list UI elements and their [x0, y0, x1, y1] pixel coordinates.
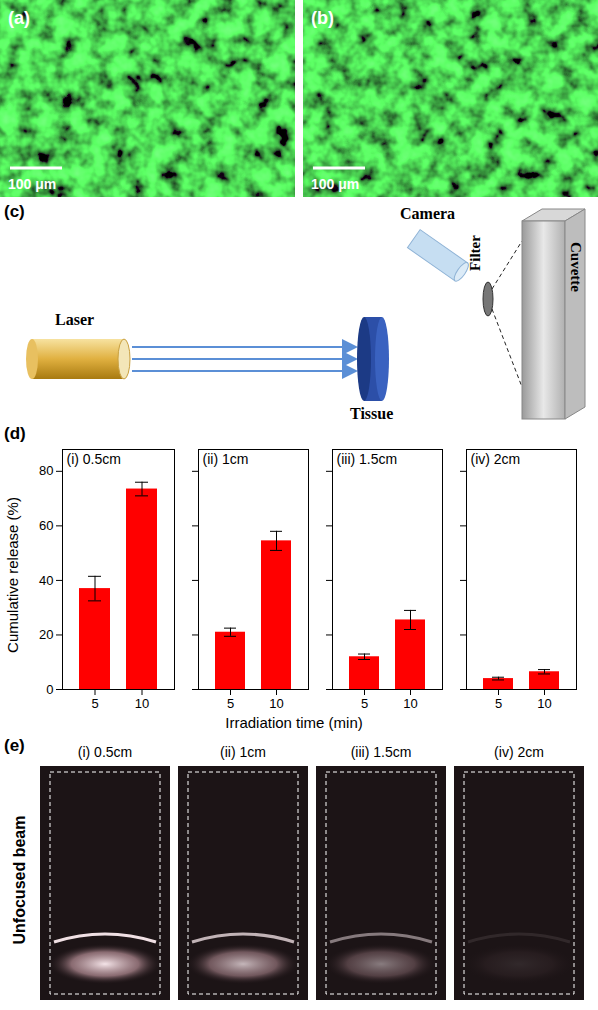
svg-text:40: 40 [39, 573, 53, 588]
svg-text:(iii) 1.5cm: (iii) 1.5cm [337, 451, 398, 467]
svg-text:(i) 0.5cm: (i) 0.5cm [67, 451, 121, 467]
svg-text:Camera: Camera [400, 205, 455, 222]
svg-text:100 μm: 100 μm [8, 176, 56, 192]
svg-text:10: 10 [537, 696, 551, 711]
svg-text:80: 80 [39, 463, 53, 478]
svg-text:5: 5 [227, 696, 234, 711]
svg-text:60: 60 [39, 518, 53, 533]
html-text:(i) 0.5cm: (i) 0.5cm [77, 744, 133, 760]
svg-text:10: 10 [403, 696, 417, 711]
svg-text:0: 0 [46, 682, 53, 697]
html-text:Irradiation time (min): Irradiation time (min) [225, 714, 363, 731]
html-text:Cumulative release (%): Cumulative release (%) [3, 497, 21, 653]
html-text:(d): (d) [4, 424, 26, 443]
html-text:(iv) 2cm: (iv) 2cm [494, 744, 544, 760]
html-text:(ii) 1cm: (ii) 1cm [220, 744, 266, 760]
svg-text:100 μm: 100 μm [311, 176, 359, 192]
html-text:Unfocused beam: Unfocused beam [11, 815, 28, 945]
svg-text:Tissue: Tissue [350, 405, 393, 422]
svg-text:Cuvette: Cuvette [568, 242, 584, 292]
svg-text:10: 10 [269, 696, 283, 711]
svg-text:5: 5 [91, 696, 98, 711]
html-text:(e): (e) [4, 736, 25, 755]
svg-text:(ii) 1cm: (ii) 1cm [203, 451, 249, 467]
svg-text:5: 5 [495, 696, 502, 711]
svg-text:(b): (b) [311, 8, 334, 28]
svg-text:(c): (c) [4, 202, 25, 221]
svg-text:Filter: Filter [467, 235, 483, 271]
html-text:(iii) 1.5cm: (iii) 1.5cm [350, 744, 412, 760]
svg-text:(iv) 2cm: (iv) 2cm [471, 451, 521, 467]
svg-text:20: 20 [39, 627, 53, 642]
svg-text:Laser: Laser [55, 311, 94, 328]
svg-text:10: 10 [135, 696, 149, 711]
svg-text:(a): (a) [8, 8, 30, 28]
svg-text:5: 5 [361, 696, 368, 711]
